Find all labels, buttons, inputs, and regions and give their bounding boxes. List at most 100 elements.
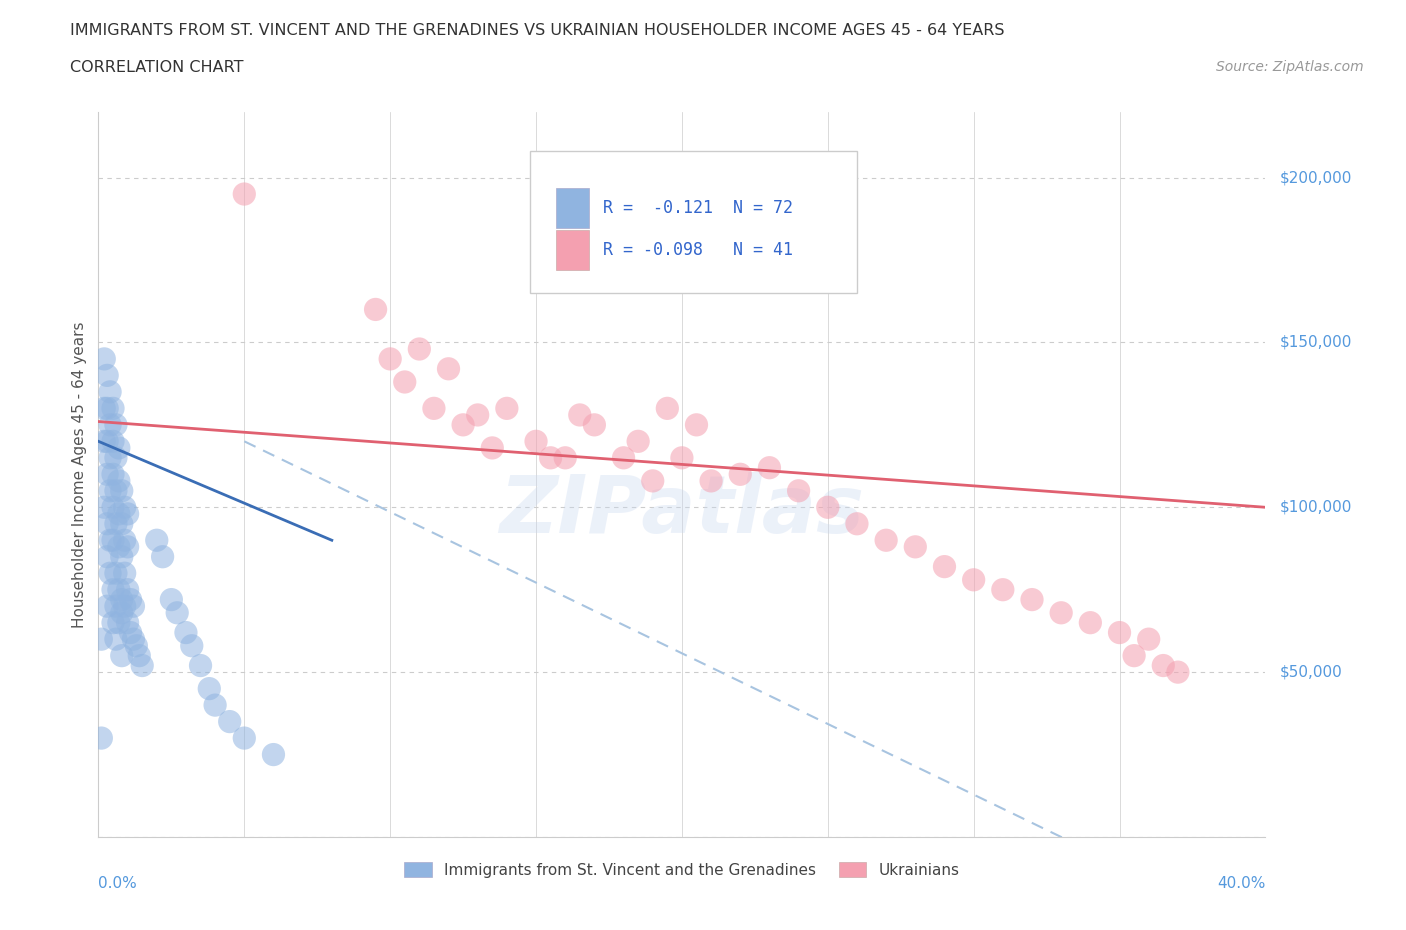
- Text: $200,000: $200,000: [1279, 170, 1351, 185]
- Point: [146, 533, 169, 548]
- Text: R =  -0.121  N = 72: R = -0.121 N = 72: [603, 199, 793, 217]
- Point: [233, 187, 256, 202]
- Point: [117, 539, 139, 554]
- Point: [111, 550, 134, 565]
- Text: 40.0%: 40.0%: [1218, 876, 1265, 891]
- Point: [160, 592, 183, 607]
- Point: [817, 499, 839, 514]
- Point: [96, 434, 118, 449]
- Point: [108, 539, 131, 554]
- Point: [364, 302, 387, 317]
- Point: [111, 648, 134, 663]
- Point: [96, 467, 118, 482]
- Point: [101, 467, 124, 482]
- FancyBboxPatch shape: [530, 152, 858, 293]
- Point: [700, 473, 723, 488]
- Point: [101, 533, 124, 548]
- Point: [962, 572, 984, 587]
- Point: [641, 473, 664, 488]
- Point: [120, 625, 142, 640]
- Point: [671, 450, 693, 465]
- Point: [1152, 658, 1174, 673]
- Point: [166, 605, 188, 620]
- Point: [1167, 665, 1189, 680]
- Point: [98, 384, 121, 399]
- Point: [114, 565, 136, 580]
- Point: [114, 499, 136, 514]
- Point: [96, 599, 118, 614]
- Point: [451, 418, 474, 432]
- Point: [98, 533, 121, 548]
- Point: [120, 592, 142, 607]
- Text: CORRELATION CHART: CORRELATION CHART: [70, 60, 243, 75]
- Point: [394, 375, 416, 390]
- Point: [104, 516, 127, 531]
- Point: [180, 638, 202, 653]
- Text: Source: ZipAtlas.com: Source: ZipAtlas.com: [1216, 60, 1364, 74]
- Point: [101, 616, 124, 631]
- Point: [262, 747, 284, 762]
- Point: [657, 401, 679, 416]
- Point: [1080, 616, 1102, 631]
- Point: [131, 658, 153, 673]
- Point: [98, 418, 121, 432]
- Text: $100,000: $100,000: [1279, 499, 1351, 515]
- Point: [93, 499, 115, 514]
- Point: [98, 450, 121, 465]
- Point: [991, 582, 1014, 597]
- Point: [93, 401, 115, 416]
- Point: [218, 714, 240, 729]
- Text: $150,000: $150,000: [1279, 335, 1351, 350]
- Point: [122, 631, 145, 646]
- Point: [408, 341, 430, 356]
- Point: [101, 401, 124, 416]
- Bar: [555, 188, 589, 228]
- Point: [122, 599, 145, 614]
- Point: [904, 539, 927, 554]
- Point: [467, 407, 489, 422]
- Point: [233, 731, 256, 746]
- Point: [481, 441, 503, 456]
- Point: [108, 507, 131, 522]
- Legend: Immigrants from St. Vincent and the Grenadines, Ukrainians: Immigrants from St. Vincent and the Gren…: [398, 856, 966, 884]
- Point: [612, 450, 634, 465]
- Point: [117, 582, 139, 597]
- Point: [524, 434, 547, 449]
- Point: [198, 681, 221, 696]
- Point: [423, 401, 446, 416]
- Point: [93, 352, 115, 366]
- Point: [96, 401, 118, 416]
- Point: [496, 401, 519, 416]
- Point: [104, 565, 127, 580]
- Point: [108, 582, 131, 597]
- Point: [98, 565, 121, 580]
- Point: [846, 516, 869, 531]
- Point: [152, 550, 174, 565]
- Point: [111, 484, 134, 498]
- Point: [1050, 605, 1073, 620]
- Point: [128, 648, 150, 663]
- Point: [108, 616, 131, 631]
- Point: [204, 698, 226, 712]
- Point: [174, 625, 197, 640]
- Point: [114, 533, 136, 548]
- Point: [98, 484, 121, 498]
- Point: [758, 460, 780, 475]
- Point: [104, 418, 127, 432]
- Point: [1123, 648, 1146, 663]
- Point: [111, 605, 134, 620]
- Point: [540, 450, 562, 465]
- Point: [114, 599, 136, 614]
- Point: [730, 467, 752, 482]
- Point: [101, 499, 124, 514]
- Point: [787, 484, 810, 498]
- Point: [117, 507, 139, 522]
- Point: [111, 592, 134, 607]
- Point: [104, 484, 127, 498]
- Point: [117, 616, 139, 631]
- Point: [93, 434, 115, 449]
- Point: [685, 418, 707, 432]
- Point: [125, 638, 148, 653]
- Point: [111, 516, 134, 531]
- Point: [90, 631, 112, 646]
